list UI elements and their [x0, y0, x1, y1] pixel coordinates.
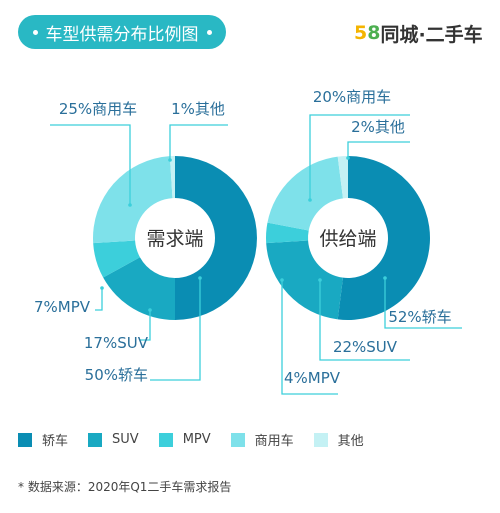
- slice-1-其他: [337, 156, 348, 199]
- slice-0-MPV: [93, 240, 140, 278]
- leader-dot-1-1: [318, 278, 322, 282]
- legend-item-SUV: SUV: [88, 430, 139, 449]
- slice-0-商用车: [93, 156, 173, 244]
- leader-line-1-3: [309, 114, 410, 200]
- legend-label: 商用车: [254, 434, 294, 449]
- legend-swatch: [158, 432, 173, 447]
- data-label-1-1: 22%SUV: [333, 338, 398, 356]
- brand-logo: 5 8 同城·二手车: [354, 18, 483, 48]
- leader-dot-1-4: [346, 156, 350, 160]
- slice-0-SUV: [103, 257, 175, 320]
- legend: 轿车 SUV MPV 商用车 其他: [18, 430, 384, 449]
- center-label-1: 供给端: [319, 228, 376, 250]
- chart-title-pill: 车型供需分布比例图: [18, 15, 226, 49]
- data-label-1-3: 20%商用车: [313, 88, 391, 106]
- leader-line-1-1: [319, 280, 410, 361]
- leader-line-0-1: [140, 310, 151, 341]
- leader-line-0-0: [150, 278, 201, 381]
- legend-swatch: [18, 432, 32, 447]
- slice-1-MPV: [266, 222, 309, 244]
- leader-dot-0-1: [148, 308, 152, 312]
- slice-1-SUV: [266, 240, 343, 320]
- chart-title: 车型供需分布比例图: [45, 24, 199, 45]
- leader-dot-1-2: [280, 278, 284, 282]
- data-label-1-0: 52%轿车: [388, 308, 451, 326]
- data-label-1-4: 2%其他: [351, 118, 405, 136]
- slice-0-其他: [169, 156, 175, 199]
- logo-digit-5: 5: [354, 22, 368, 44]
- legend-item-其他: 其他: [313, 430, 364, 449]
- leader-line-0-4: [169, 124, 228, 160]
- logo-text: 同城·二手车: [380, 23, 483, 46]
- data-label-1-2: 4%MPV: [284, 369, 341, 387]
- leader-line-1-2: [281, 280, 338, 395]
- legend-item-MPV: MPV: [158, 430, 211, 449]
- leader-dot-0-3: [128, 203, 132, 207]
- title-dot-left: [32, 29, 38, 35]
- leader-line-0-2: [95, 288, 103, 311]
- leader-line-1-0: [384, 278, 462, 329]
- legend-label: 轿车: [42, 434, 69, 449]
- leader-dot-0-2: [100, 286, 104, 290]
- legend-item-商用车: 商用车: [230, 430, 294, 449]
- data-label-0-4: 1%其他: [171, 100, 225, 118]
- legend-swatch: [88, 432, 103, 447]
- legend-swatch: [230, 432, 245, 447]
- center-label-0: 需求端: [146, 228, 203, 250]
- leader-dot-1-3: [308, 198, 312, 202]
- data-label-0-0: 50%轿车: [85, 366, 148, 384]
- legend-label: SUV: [112, 432, 139, 447]
- legend-label: MPV: [182, 432, 211, 447]
- data-label-0-3: 25%商用车: [59, 100, 137, 118]
- legend-item-轿车: 轿车: [18, 430, 68, 449]
- leader-dot-0-0: [198, 276, 202, 280]
- legend-swatch: [313, 432, 328, 447]
- leader-dot-1-0: [383, 276, 387, 280]
- leader-line-0-3: [50, 124, 131, 205]
- title-dot-right: [206, 29, 212, 35]
- footnote: * 数据来源：2020年Q1二手车需求报告: [18, 480, 232, 494]
- slice-1-轿车: [337, 156, 431, 320]
- legend-label: 其他: [337, 434, 364, 449]
- leader-dot-0-4: [168, 158, 172, 162]
- logo-digit-8: 8: [367, 22, 381, 44]
- data-label-0-2: 7%MPV: [34, 298, 91, 316]
- slice-0-轿车: [175, 156, 257, 320]
- data-label-0-1: 17%SUV: [84, 334, 149, 352]
- leader-line-1-4: [347, 141, 410, 158]
- slice-1-商用车: [267, 156, 343, 231]
